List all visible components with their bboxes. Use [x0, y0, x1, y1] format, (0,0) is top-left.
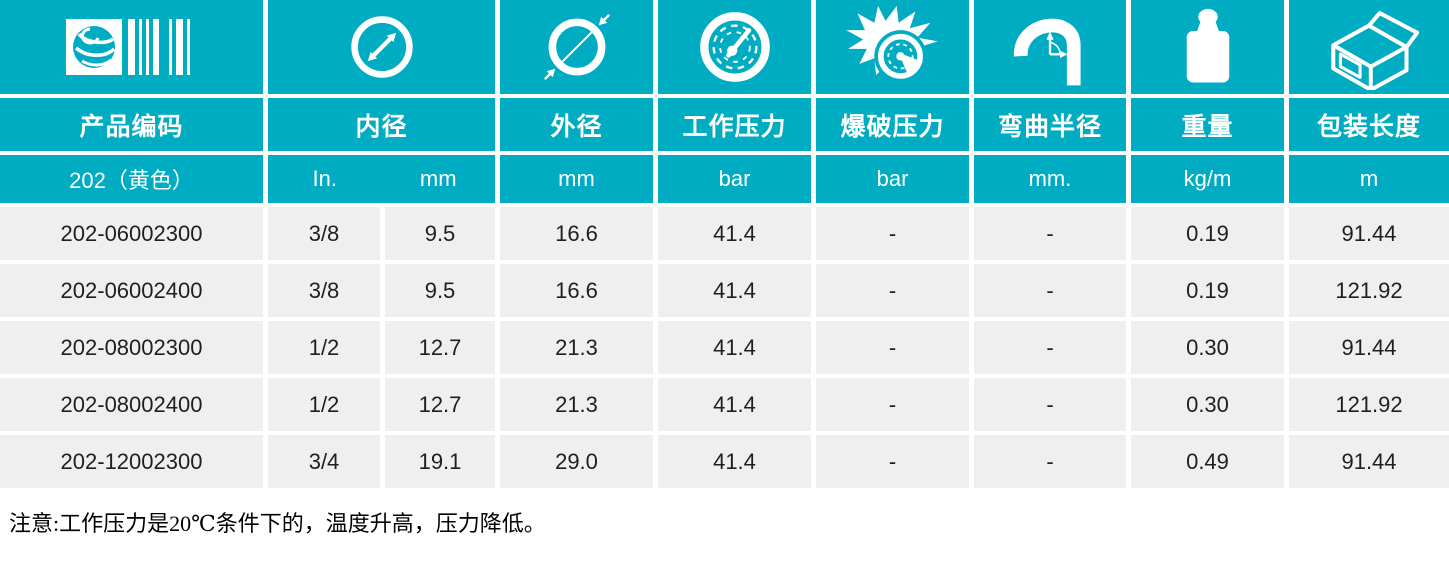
- unit-label: mm: [558, 166, 595, 191]
- column-header-label: 重量: [1181, 112, 1234, 141]
- table-cell: 12.7: [385, 378, 495, 431]
- column-header-label: 包装长度: [1316, 112, 1421, 141]
- icon-cell-package-length: [1289, 0, 1449, 94]
- series-label-cell: 202（黄色）: [0, 155, 263, 203]
- table-cell: 16.6: [500, 264, 653, 317]
- column-header-label: 产品编码: [79, 112, 184, 141]
- unit-cell-working-pressure: bar: [658, 155, 811, 203]
- icon-cell-inner-diameter: [268, 0, 495, 94]
- column-header-weight: 重量: [1131, 98, 1284, 151]
- table-cell: 21.3: [500, 378, 653, 431]
- bend-radius-icon: [1013, 18, 1081, 86]
- table-cell: -: [974, 378, 1126, 431]
- table-cell: 41.4: [658, 378, 811, 431]
- icon-cell-bend-radius: [974, 0, 1126, 94]
- table-cell: -: [816, 207, 969, 260]
- table-cell: 3/8: [268, 264, 380, 317]
- table-cell: 1/2: [268, 378, 380, 431]
- icon-cell-product-code: [0, 0, 263, 94]
- unit-cell-weight: kg/m: [1131, 155, 1284, 203]
- table-cell: 16.6: [500, 207, 653, 260]
- table-cell: -: [816, 378, 969, 431]
- table-cell: 19.1: [385, 435, 495, 488]
- product-code-cell: 202-08002400: [0, 378, 263, 431]
- product-code-cell: 202-06002300: [0, 207, 263, 260]
- column-header-working-pressure: 工作压力: [658, 98, 811, 151]
- table-cell: 9.5: [385, 264, 495, 317]
- table-cell: -: [974, 435, 1126, 488]
- column-header-bend-radius: 弯曲半径: [974, 98, 1126, 151]
- product-code-cell: 202-08002300: [0, 321, 263, 374]
- column-header-label: 工作压力: [682, 112, 787, 141]
- inner-diameter-units: In. mm: [268, 166, 495, 192]
- column-header-label: 爆破压力: [840, 112, 945, 141]
- table-cell: 9.5: [385, 207, 495, 260]
- table-cell: -: [816, 264, 969, 317]
- icon-cell-burst-pressure: [816, 0, 969, 94]
- table-cell: 29.0: [500, 435, 653, 488]
- table-cell: -: [816, 321, 969, 374]
- burst-gauge-icon: [845, 5, 938, 83]
- column-header-inner-diameter: 内径: [268, 98, 495, 151]
- table-cell: 41.4: [658, 207, 811, 260]
- table-cell: 91.44: [1289, 435, 1449, 488]
- weight-icon: [1186, 8, 1229, 83]
- unit-label: kg/m: [1183, 166, 1232, 191]
- column-header-burst-pressure: 爆破压力: [816, 98, 969, 151]
- unit-cell-burst-pressure: bar: [816, 155, 969, 203]
- table-cell: 1/2: [268, 321, 380, 374]
- unit-label: bar: [718, 166, 751, 191]
- table-cell: 0.30: [1131, 378, 1284, 431]
- product-code-cell: 202-06002400: [0, 264, 263, 317]
- icon-cell-working-pressure: [658, 0, 811, 94]
- table-cell: 12.7: [385, 321, 495, 374]
- table-cell: 121.92: [1289, 264, 1449, 317]
- unit-cell-outer-diameter: mm: [500, 155, 653, 203]
- unit-label: bar: [876, 166, 909, 191]
- column-header-label: 外径: [550, 112, 603, 141]
- unit-label: mm.: [1028, 166, 1072, 191]
- table-cell: 121.92: [1289, 378, 1449, 431]
- table-cell: 91.44: [1289, 207, 1449, 260]
- table-cell: 21.3: [500, 321, 653, 374]
- column-header-label: 内径: [355, 112, 408, 141]
- table-cell: 0.19: [1131, 207, 1284, 260]
- unit-label-mm: mm: [419, 166, 457, 191]
- package-box-icon: [1331, 11, 1419, 90]
- column-header-package-length: 包装长度: [1289, 98, 1449, 151]
- table-cell: 3/8: [268, 207, 380, 260]
- series-label: 202（黄色）: [69, 168, 194, 193]
- table-cell: -: [974, 207, 1126, 260]
- table-cell: 41.4: [658, 435, 811, 488]
- unit-cell-inner-diameter: In. mm: [268, 155, 495, 203]
- table-cell: 41.4: [658, 264, 811, 317]
- unit-cell-bend-radius: mm.: [974, 155, 1126, 203]
- barcode-icon: [65, 19, 190, 75]
- table-cell: 0.49: [1131, 435, 1284, 488]
- table-cell: 41.4: [658, 321, 811, 374]
- table-cell: 0.19: [1131, 264, 1284, 317]
- column-header-outer-diameter: 外径: [500, 98, 653, 151]
- column-header-product-code: 产品编码: [0, 98, 263, 151]
- unit-label-inch: In.: [312, 166, 337, 191]
- table-cell: 3/4: [268, 435, 380, 488]
- pressure-gauge-icon: [699, 12, 770, 82]
- table-cell: 0.30: [1131, 321, 1284, 374]
- spec-table: 产品编码 内径 外径 工作压力 爆破压力 弯曲半径 重量 包装长度 202（黄色…: [0, 0, 1449, 488]
- table-cell: -: [816, 435, 969, 488]
- table-cell: -: [974, 321, 1126, 374]
- working-pressure-note: 注意:工作压力是20℃条件下的，温度升高，压力降低。: [9, 511, 546, 536]
- outer-diameter-icon: [543, 13, 610, 81]
- column-header-label: 弯曲半径: [997, 112, 1102, 141]
- unit-label: m: [1359, 166, 1379, 191]
- inner-diameter-icon: [350, 16, 413, 78]
- icon-cell-weight: [1131, 0, 1284, 94]
- product-code-cell: 202-12002300: [0, 435, 263, 488]
- table-cell: -: [974, 264, 1126, 317]
- icon-cell-outer-diameter: [500, 0, 653, 94]
- unit-cell-package-length: m: [1289, 155, 1449, 203]
- table-cell: 91.44: [1289, 321, 1449, 374]
